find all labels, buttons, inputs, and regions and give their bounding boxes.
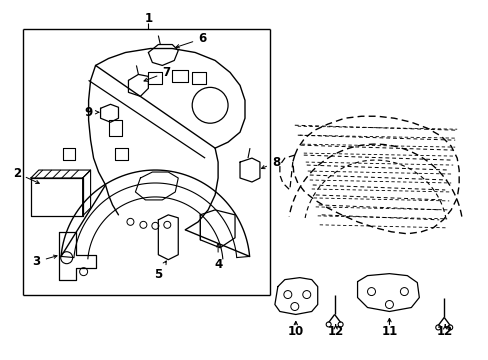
Text: 4: 4 bbox=[214, 244, 222, 271]
Text: 7: 7 bbox=[144, 66, 170, 81]
Text: 5: 5 bbox=[154, 261, 166, 281]
Text: 10: 10 bbox=[287, 325, 304, 338]
Text: 3: 3 bbox=[33, 255, 57, 268]
Text: 1: 1 bbox=[144, 12, 152, 25]
Text: 8: 8 bbox=[261, 156, 280, 169]
Text: 12: 12 bbox=[327, 325, 343, 338]
Text: 9: 9 bbox=[84, 106, 99, 119]
Text: 12: 12 bbox=[436, 325, 452, 338]
Text: 6: 6 bbox=[176, 32, 206, 48]
Text: 2: 2 bbox=[13, 167, 39, 184]
Text: 11: 11 bbox=[381, 325, 397, 338]
